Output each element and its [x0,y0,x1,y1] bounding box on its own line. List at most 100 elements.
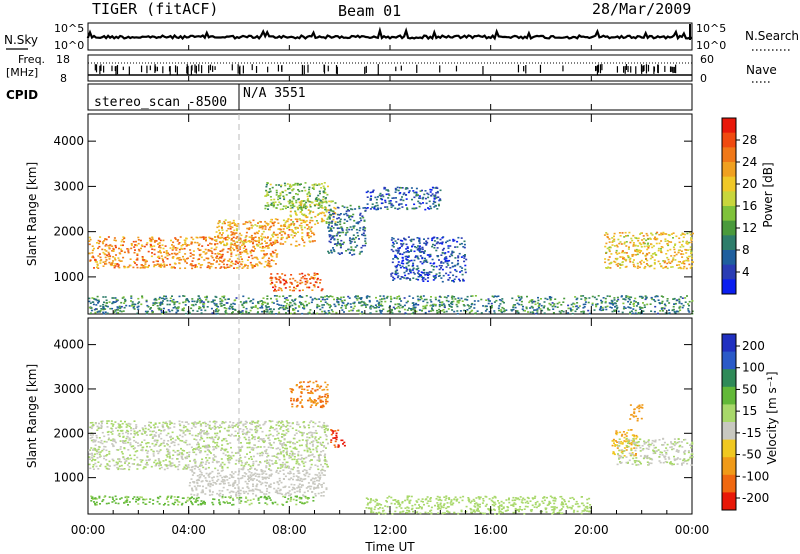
data-cell [422,307,425,310]
data-cell [284,465,287,467]
data-cell [207,300,210,303]
data-cell [154,239,156,242]
data-cell [450,302,452,305]
data-cell [300,210,303,213]
data-cell [606,233,609,236]
data-cell [91,256,94,258]
data-cell [265,434,268,437]
data-cell [456,301,459,303]
data-cell [175,307,178,309]
data-cell [173,426,176,428]
data-cell [361,215,364,217]
data-cell [293,455,296,458]
data-cell [297,453,300,456]
data-cell [516,310,519,312]
data-cell [530,299,533,301]
data-cell [124,442,127,444]
data-cell [324,206,327,208]
data-cell [665,253,668,255]
data-cell [204,309,207,312]
data-cell [385,193,388,196]
data-cell [252,298,255,301]
data-cell [622,257,625,259]
data-cell [149,308,152,310]
data-cell [497,295,500,297]
data-cell [627,300,630,303]
data-cell [133,432,136,435]
data-cell [272,286,274,289]
data-cell [315,198,317,200]
data-cell [552,312,555,314]
data-cell [111,307,114,310]
data-cell [319,282,321,284]
data-cell [413,259,416,262]
data-cell [599,307,602,309]
data-cell [285,451,288,454]
data-cell [386,208,389,210]
data-cell [516,302,519,305]
data-cell [286,424,289,427]
data-cell [442,309,445,311]
data-cell [433,206,436,208]
data-cell [378,194,381,197]
data-cell [295,448,298,450]
data-cell [264,450,267,452]
data-cell [636,249,639,251]
nsky-trace [86,24,693,41]
data-cell [230,255,233,258]
data-cell [687,303,690,305]
data-cell [289,281,292,284]
data-cell [421,246,424,249]
data-cell [229,426,232,428]
data-cell [424,305,427,307]
data-cell [595,303,597,306]
data-cell [665,233,668,235]
data-cell [97,239,100,242]
data-cell [307,234,310,237]
data-cell [679,309,682,311]
data-cell [621,261,624,264]
colorbar-swatch [722,118,736,134]
data-cell [327,428,329,430]
data-cell [387,197,390,199]
data-cell [622,298,625,300]
data-cell [236,250,239,252]
data-cell [633,259,635,261]
data-cell [619,264,622,266]
data-cell [405,266,408,268]
data-cell [477,300,480,302]
data-cell [239,301,242,303]
data-cell [313,284,316,286]
data-cell [637,302,640,304]
data-cell [245,249,248,252]
data-cell [262,297,265,299]
data-cell [320,212,323,215]
data-cell [294,442,297,445]
data-cell [308,311,311,314]
data-cell [207,466,210,469]
data-cell [515,299,518,301]
data-cell [417,273,420,275]
data-cell [493,312,496,314]
data-cell [611,244,614,246]
data-cell [217,305,220,308]
data-cell [221,421,224,423]
data-cell [628,259,631,261]
data-cell [265,242,268,244]
data-cell [551,305,554,308]
data-cell [390,297,393,300]
data-cell [137,308,140,311]
data-cell [305,304,308,307]
data-cell [118,247,120,250]
data-cell [210,247,213,249]
data-cell [221,227,223,229]
data-cell [278,439,281,442]
data-cell [101,248,104,251]
data-cell [261,245,264,248]
data-cell [94,258,97,261]
data-cell [289,441,292,444]
data-cell [166,423,169,425]
data-cell [439,189,442,192]
data-cell [602,308,605,311]
data-cell [438,259,440,261]
